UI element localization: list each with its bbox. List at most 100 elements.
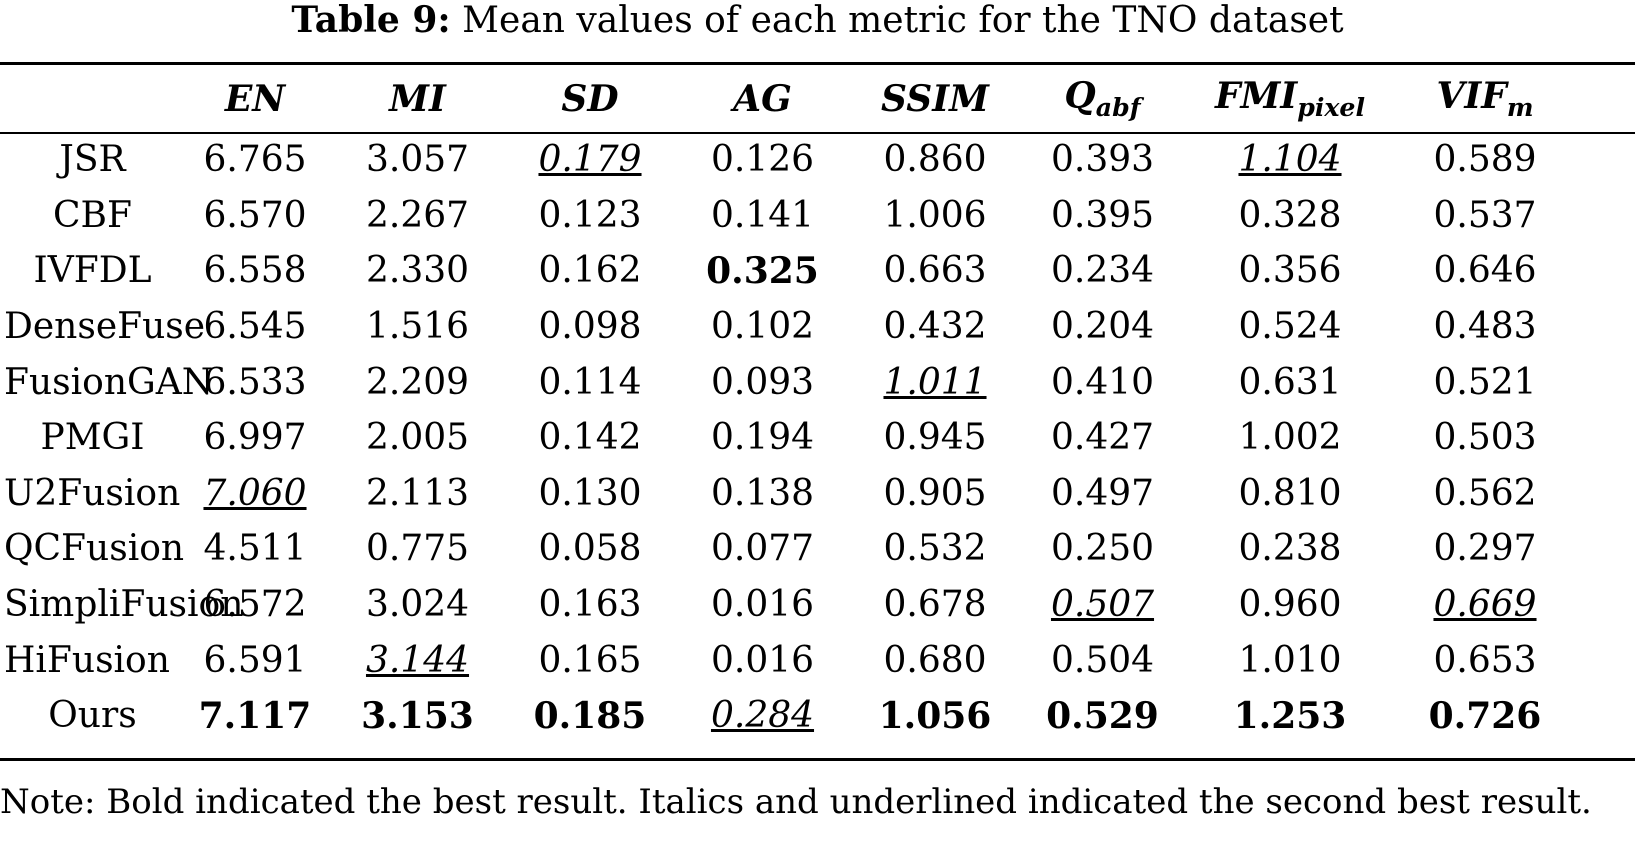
value-cell: 6.997 (203, 417, 307, 459)
value-cell: 0.905 (883, 472, 987, 514)
value-cell: 0.141 (710, 194, 815, 236)
value-cell: 0.669 (1433, 584, 1537, 626)
value-cell: 0.960 (1238, 584, 1342, 626)
value-cell: 1.104 (1238, 139, 1342, 181)
method-cell: Ours (48, 695, 137, 737)
header-fmi-main: FMI (1214, 74, 1298, 117)
value-cell: 0.497 (1050, 472, 1155, 514)
value-cell: 0.234 (1050, 250, 1155, 292)
table-row: IVFDL 6.558 2.330 0.162 0.325 0.663 0.234 0.356… (0, 243, 1635, 299)
value-cell: 2.113 (365, 472, 470, 514)
value-cell: 0.532 (883, 528, 987, 570)
table-caption: Table 9: Mean values of each metric for … (0, 0, 1635, 41)
value-cell: 0.138 (710, 472, 815, 514)
value-cell: 0.524 (1238, 306, 1342, 348)
method-cell: CBF (53, 194, 132, 236)
value-cell: 0.142 (538, 417, 642, 459)
value-cell: 0.726 (1428, 694, 1542, 737)
value-cell: 4.511 (203, 528, 307, 570)
value-cell: 2.209 (365, 361, 470, 403)
table-row: PMGI 6.997 2.005 0.142 0.194 0.945 0.427 1.002 0… (0, 410, 1635, 466)
caption-label: Table 9: (291, 0, 451, 41)
value-cell: 0.185 (533, 694, 647, 737)
value-cell: 0.093 (710, 361, 815, 403)
table-row: SimpliFusion 6.572 3.024 0.163 0.016 0.678 0.5… (0, 577, 1635, 633)
value-cell: 0.537 (1433, 194, 1537, 236)
value-cell: 0.328 (1238, 194, 1342, 236)
value-cell: 0.194 (710, 417, 815, 459)
metrics-table: EN MI SD AG SSIM Qabf FMIpixel VIFm JSR 6… (0, 65, 1635, 744)
header-fmi: FMIpixel (1190, 75, 1390, 122)
method-cell: HiFusion (4, 639, 170, 681)
value-cell: 0.680 (883, 639, 987, 681)
value-cell: 0.114 (538, 361, 642, 403)
method-cell: IVFDL (33, 250, 152, 292)
value-cell: 0.631 (1238, 361, 1342, 403)
value-cell: 6.570 (203, 194, 307, 236)
value-cell: 0.102 (710, 306, 815, 348)
table-row: HiFusion 6.591 3.144 0.165 0.016 0.680 0.504 1.… (0, 632, 1635, 688)
value-cell: 0.250 (1050, 528, 1155, 570)
header-qabf-sub: abf (1095, 92, 1141, 123)
value-cell: 2.005 (365, 417, 470, 459)
value-cell: 0.325 (706, 249, 819, 292)
value-cell: 0.165 (538, 639, 642, 681)
header-ag: AG (733, 77, 792, 120)
value-cell: 0.432 (883, 306, 987, 348)
header-ssim: SSIM (881, 77, 989, 120)
value-cell: 3.057 (365, 139, 470, 181)
value-cell: 0.562 (1433, 472, 1537, 514)
header-qabf: Qabf (1015, 75, 1190, 122)
value-cell: 0.098 (538, 306, 642, 348)
value-cell: 6.558 (203, 250, 307, 292)
header-vif-sub: m (1506, 92, 1534, 123)
value-cell: 1.010 (1238, 639, 1342, 681)
value-cell: 0.126 (710, 139, 815, 181)
value-cell: 1.516 (365, 306, 470, 348)
caption-text: Mean values of each metric for the TNO d… (462, 0, 1344, 41)
value-cell: 0.810 (1238, 472, 1342, 514)
table-row: U2Fusion 7.060 2.113 0.130 0.138 0.905 0.497 0.… (0, 466, 1635, 522)
value-cell: 6.591 (203, 639, 307, 681)
value-cell: 3.024 (365, 584, 470, 626)
method-cell: JSR (59, 139, 126, 181)
value-cell: 0.162 (538, 250, 642, 292)
value-cell: 3.153 (361, 694, 474, 737)
method-cell: QCFusion (4, 528, 185, 570)
value-cell: 0.483 (1433, 306, 1537, 348)
value-cell: 1.253 (1233, 694, 1347, 737)
method-cell: FusionGAN (4, 361, 214, 403)
value-cell: 2.330 (365, 250, 470, 292)
value-cell: 0.521 (1433, 361, 1537, 403)
table-note: Note: Bold indicated the best result. It… (0, 782, 1592, 822)
value-cell: 0.238 (1238, 528, 1342, 570)
value-cell: 0.427 (1050, 417, 1155, 459)
table-row: Ours 7.117 3.153 0.185 0.284 1.056 0.529 1.253 0… (0, 688, 1635, 744)
value-cell: 3.144 (365, 639, 470, 681)
value-cell: 2.267 (365, 194, 470, 236)
value-cell: 6.533 (203, 361, 307, 403)
value-cell: 6.765 (203, 139, 307, 181)
top-rule (0, 62, 1635, 65)
value-cell: 1.056 (878, 694, 992, 737)
value-cell: 0.163 (538, 584, 642, 626)
table-row: CBF 6.570 2.267 0.123 0.141 1.006 0.395 0.328 0.… (0, 188, 1635, 244)
value-cell: 0.179 (538, 139, 642, 181)
table-row: JSR 6.765 3.057 0.179 0.126 0.860 0.393 1.104 0.… (0, 132, 1635, 188)
value-cell: 0.646 (1433, 250, 1537, 292)
value-cell: 0.653 (1433, 639, 1537, 681)
header-fmi-sub: pixel (1297, 92, 1366, 123)
value-cell: 0.945 (883, 417, 987, 459)
value-cell: 0.058 (538, 528, 642, 570)
header-vif: VIFm (1390, 75, 1580, 122)
value-cell: 0.393 (1050, 139, 1155, 181)
value-cell: 0.860 (883, 139, 987, 181)
value-cell: 7.117 (198, 694, 312, 737)
method-cell: SimpliFusion (4, 584, 244, 626)
table-row: FusionGAN 6.533 2.209 0.114 0.093 1.011 0.410 0… (0, 354, 1635, 410)
table-body: JSR 6.765 3.057 0.179 0.126 0.860 0.393 1.104 0.… (0, 132, 1635, 744)
value-cell: 6.572 (203, 584, 307, 626)
value-cell: 0.663 (883, 250, 987, 292)
value-cell: 0.504 (1050, 639, 1155, 681)
value-cell: 1.006 (883, 194, 987, 236)
